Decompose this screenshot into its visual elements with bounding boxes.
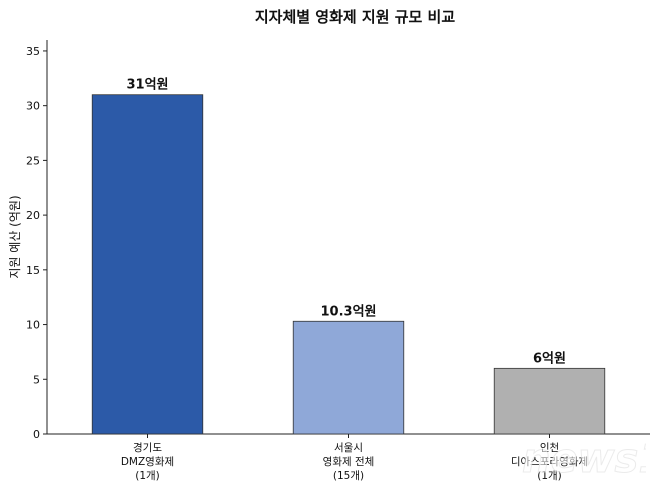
y-tick-label: 10 xyxy=(26,319,40,332)
y-tick-label: 25 xyxy=(26,154,40,167)
category-label: 인천 xyxy=(540,442,559,454)
data-label: 6억원 xyxy=(533,351,566,366)
category-label: (15개) xyxy=(333,470,364,482)
bar xyxy=(493,367,606,435)
y-ticks: 0 5 10 15 20 25 30 35 xyxy=(26,45,47,441)
bar xyxy=(91,94,204,435)
bars xyxy=(91,94,606,435)
category-label: (1개) xyxy=(135,470,160,482)
category-label: 경기도 xyxy=(133,441,162,454)
y-tick-label: 15 xyxy=(26,264,40,277)
data-labels: 31억원 10.3억원 6억원 xyxy=(126,78,565,367)
category-label: DMZ영화제 xyxy=(121,456,174,468)
category-label: (1개) xyxy=(537,470,562,482)
y-tick-label: 0 xyxy=(33,428,40,441)
y-tick-label: 5 xyxy=(33,373,40,386)
data-label: 31억원 xyxy=(126,78,168,93)
bar xyxy=(292,320,405,435)
category-label: 디아스포라영화제 xyxy=(511,456,588,468)
y-axis-label: 지원 예산 (억원) xyxy=(8,195,22,278)
category-label: 영화제 전체 xyxy=(323,456,375,468)
y-tick-label: 20 xyxy=(26,209,40,222)
chart-title: 지자체별 영화제 지원 규모 비교 xyxy=(255,8,455,26)
y-tick-label: 35 xyxy=(26,45,40,58)
y-tick-label: 30 xyxy=(26,100,40,113)
category-label: 서울시 xyxy=(334,442,363,454)
data-label: 10.3억원 xyxy=(321,304,377,319)
